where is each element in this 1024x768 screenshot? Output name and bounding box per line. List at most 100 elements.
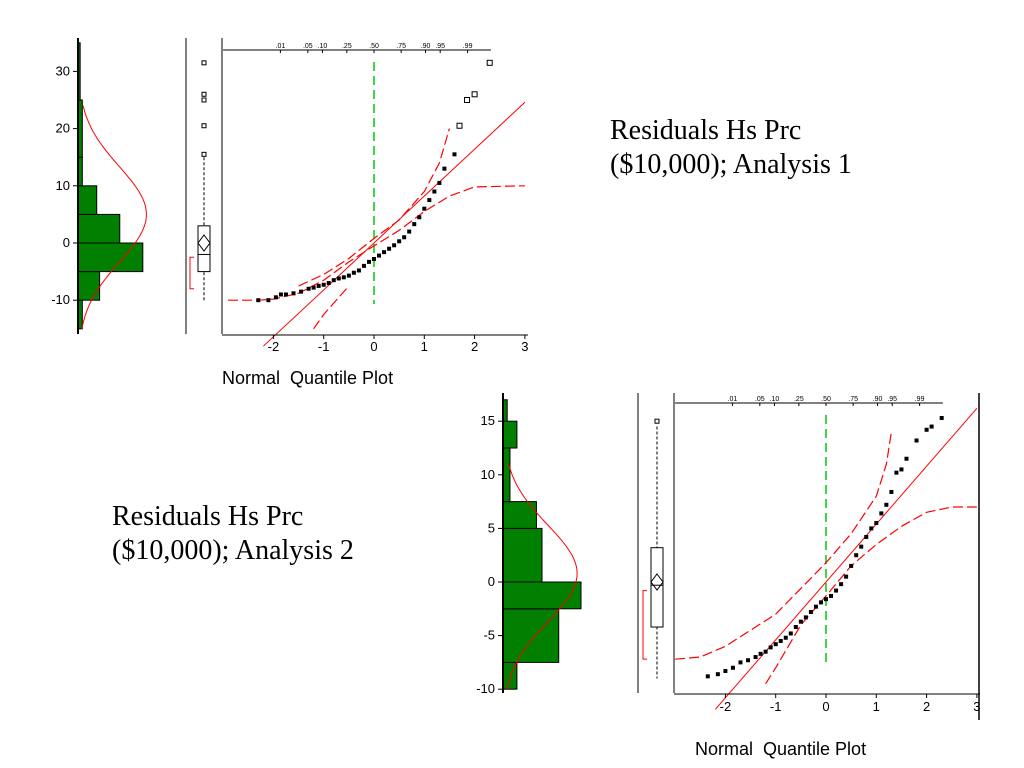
quantile-point bbox=[839, 582, 844, 587]
quantile-point bbox=[813, 604, 818, 609]
probability-tick-label: .95 bbox=[435, 43, 445, 50]
y-tick-label: 15 bbox=[481, 413, 495, 428]
quantile-outlier-point bbox=[456, 122, 463, 129]
quantile-point bbox=[773, 642, 778, 647]
y-tick-label: 10 bbox=[481, 467, 495, 482]
quantile-point bbox=[864, 534, 869, 539]
x-tick-label: -1 bbox=[770, 699, 782, 714]
quantile-point bbox=[844, 574, 849, 579]
probability-tick-label: .05 bbox=[755, 396, 765, 403]
quantile-point bbox=[904, 456, 909, 461]
caption-analysis-1: Residuals Hs Prc ($10,000); Analysis 1 bbox=[610, 114, 852, 182]
quantile-point bbox=[278, 292, 283, 297]
probability-tick-label: .01 bbox=[728, 396, 738, 403]
confidence-band-upper-left bbox=[313, 285, 350, 330]
probability-tick-label: .50 bbox=[369, 43, 379, 50]
y-tick-label: 0 bbox=[488, 574, 495, 589]
quantile-point bbox=[894, 470, 899, 475]
quantile-point bbox=[273, 295, 278, 300]
probability-tick-label: .10 bbox=[770, 396, 780, 403]
y-tick-label: -5 bbox=[483, 628, 495, 643]
probability-tick-label: .75 bbox=[848, 396, 858, 403]
normal-density-curve bbox=[506, 463, 578, 690]
quantile-point bbox=[266, 298, 271, 303]
confidence-band-upper bbox=[298, 128, 450, 287]
quantile-point bbox=[407, 229, 412, 234]
quantile-point bbox=[705, 674, 710, 679]
quantile-point bbox=[336, 276, 341, 281]
quantile-outlier-point bbox=[486, 59, 493, 66]
quantile-point bbox=[788, 631, 793, 636]
quantile-point bbox=[299, 289, 304, 294]
caption-line-2: ($10,000); Analysis 1 bbox=[610, 149, 852, 180]
quantile-point bbox=[803, 615, 808, 620]
boxplot-outlier bbox=[201, 123, 207, 129]
histogram-bar bbox=[77, 242, 144, 273]
quantile-point bbox=[808, 610, 813, 615]
histogram-bar bbox=[77, 185, 98, 215]
normal-fit-line bbox=[714, 408, 978, 710]
probability-tick-label: .99 bbox=[463, 43, 473, 50]
caption-analysis-2: Residuals Hs Prc ($10,000); Analysis 2 bbox=[112, 500, 354, 568]
quantile-point bbox=[346, 273, 351, 278]
chart-panel-2: 151050-5-10.01.05.10.25.50.75.90.95.99-2… bbox=[476, 393, 981, 714]
boxplot-box bbox=[197, 225, 211, 273]
boxplot-outlier bbox=[201, 97, 207, 103]
y-tick-label: 5 bbox=[488, 520, 495, 535]
quantile-point bbox=[768, 645, 773, 650]
probability-tick-label: .90 bbox=[873, 396, 883, 403]
quantile-point bbox=[869, 526, 874, 531]
caption-line-2: ($10,000); Analysis 2 bbox=[112, 535, 354, 566]
quantile-point bbox=[783, 635, 788, 640]
x-tick-label: 0 bbox=[370, 339, 377, 354]
probability-tick-label: .01 bbox=[276, 43, 286, 50]
quantile-point bbox=[939, 415, 944, 420]
probability-tick-label: .05 bbox=[303, 43, 313, 50]
quantile-point bbox=[879, 511, 884, 516]
quantile-point bbox=[818, 600, 823, 605]
x-tick-label: -1 bbox=[318, 339, 330, 354]
quantile-point bbox=[397, 239, 402, 244]
quantile-point bbox=[361, 263, 366, 268]
quantile-outlier-point bbox=[464, 97, 471, 103]
quantile-point bbox=[356, 268, 361, 273]
histogram-bar bbox=[502, 447, 511, 503]
probability-tick-label: .50 bbox=[821, 396, 831, 403]
y-tick-label: 30 bbox=[56, 63, 70, 78]
y-tick-label: 20 bbox=[56, 121, 70, 136]
x-tick-label: 2 bbox=[923, 699, 930, 714]
quantile-point bbox=[874, 521, 879, 526]
quantile-point bbox=[753, 655, 758, 660]
probability-tick-label: .75 bbox=[396, 43, 406, 50]
quantile-point bbox=[366, 259, 371, 264]
y-tick-label: -10 bbox=[51, 292, 70, 307]
quantile-point bbox=[738, 660, 743, 665]
boxplot-outlier bbox=[201, 91, 207, 97]
quantile-point bbox=[291, 291, 296, 296]
confidence-band-upper bbox=[675, 431, 892, 660]
quantile-plot-label-2: Normal Quantile Plot bbox=[695, 739, 867, 759]
quantile-point bbox=[422, 206, 427, 211]
quantile-point bbox=[417, 215, 422, 220]
quantile-point bbox=[437, 180, 442, 185]
quantile-point bbox=[798, 619, 803, 624]
quantile-point bbox=[377, 253, 382, 258]
quantile-point bbox=[341, 275, 346, 280]
histogram-bar bbox=[502, 420, 518, 449]
histogram-bar bbox=[77, 213, 121, 244]
quantile-point bbox=[432, 189, 437, 194]
quantile-point bbox=[715, 672, 720, 677]
quantile-outlier-point bbox=[471, 91, 478, 98]
quantile-point bbox=[854, 553, 859, 558]
x-tick-label: 3 bbox=[521, 339, 528, 354]
probability-tick-label: .25 bbox=[342, 43, 352, 50]
x-tick-label: 1 bbox=[421, 339, 428, 354]
quantile-point bbox=[730, 665, 735, 670]
quantile-point bbox=[859, 544, 864, 549]
quantile-point bbox=[311, 285, 316, 290]
y-tick-label: 10 bbox=[56, 178, 70, 193]
probability-tick-label: .10 bbox=[318, 43, 328, 50]
quantile-point bbox=[351, 270, 356, 275]
quantile-point bbox=[412, 222, 417, 227]
quantile-point bbox=[321, 282, 326, 287]
